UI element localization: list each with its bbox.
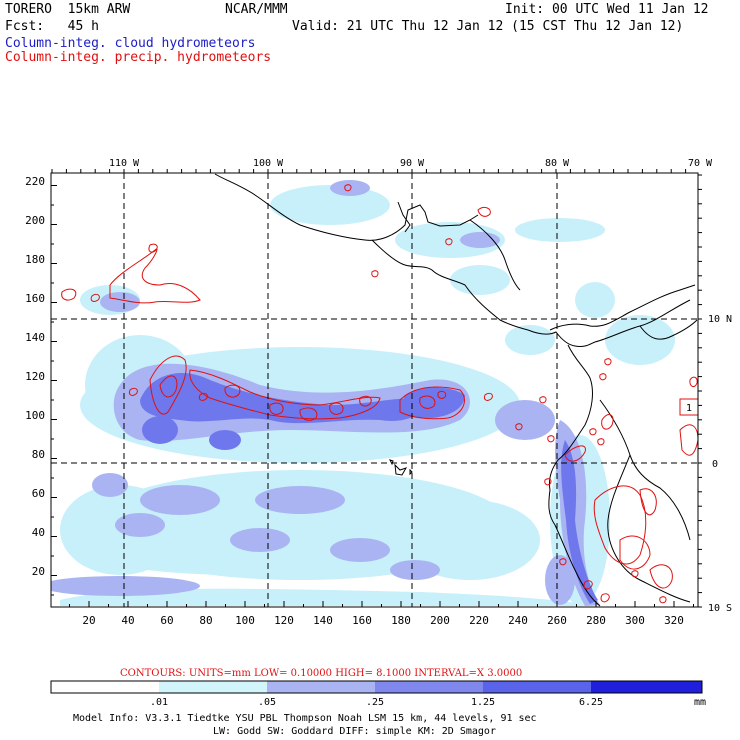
colorbar-tick-1: .05 [258,697,276,708]
y-tick-40: 40 [32,526,45,539]
cloud-dark-shading [140,372,598,604]
y-tick-80: 80 [32,448,45,461]
lon-label-100w: 100 W [253,158,284,169]
colorbar-bin-1 [159,681,267,693]
y-tick-100: 100 [25,409,45,422]
x-tick-20: 20 [82,614,95,627]
field-cloud-label: Column-integ. cloud hydrometeors [5,36,256,51]
model-info-line2: LW: Godd SW: Goddard DIFF: simple KM: 2D… [213,726,496,737]
x-tick-300: 300 [625,614,645,627]
coastline [214,173,698,607]
model-title: TORERO 15km ARW [5,2,131,17]
x-tick-220: 220 [469,614,489,627]
y-tick-200: 200 [25,214,45,227]
colorbar-tick-0: .01 [150,697,168,708]
x-tick-60: 60 [160,614,173,627]
init-time: Init: 00 UTC Wed 11 Jan 12 [505,2,709,17]
x-tick-260: 260 [547,614,567,627]
axis-ticks [51,169,702,608]
x-tick-100: 100 [235,614,255,627]
colorbar-units: mm [694,697,706,708]
lat-label-0: 0 [712,459,718,470]
field-precip-label: Column-integ. precip. hydrometeors [5,50,272,65]
x-tick-160: 160 [352,614,372,627]
y-tick-20: 20 [32,565,45,578]
x-tick-140: 140 [313,614,333,627]
contours-info: CONTOURS: UNITS=mm LOW= 0.10000 HIGH= 8.… [120,668,522,679]
forecast-hour: Fcst: 45 h [5,19,99,34]
y-tick-160: 160 [25,292,45,305]
model-info-line1: Model Info: V3.3.1 Tiedtke YSU PBL Thomp… [73,713,537,724]
x-tick-320: 320 [664,614,684,627]
x-tick-180: 180 [391,614,411,627]
x-tick-200: 200 [430,614,450,627]
x-tick-80: 80 [199,614,212,627]
lat-label-10s: 10 S [708,603,732,614]
colorbar-bin-0 [51,681,159,693]
y-tick-220: 220 [25,175,45,188]
lon-label-80w: 80 W [545,158,570,169]
colorbar-bin-5 [591,681,702,693]
lon-label-90w: 90 W [400,158,425,169]
colorbar-bin-4 [483,681,591,693]
colorbar-frame [50,680,703,694]
latlon-grid [51,173,698,607]
colorbar-bin-3 [375,681,483,693]
org-label: NCAR/MMM [225,2,288,17]
lon-label-110w: 110 W [109,158,140,169]
map-frame [50,172,699,608]
x-tick-240: 240 [508,614,528,627]
hydrometeor-fill [51,180,675,606]
x-tick-120: 120 [274,614,294,627]
colorbar-tick-3: 1.25 [471,697,495,708]
y-tick-120: 120 [25,370,45,383]
colorbar-tick-2: .25 [366,697,384,708]
x-tick-280: 280 [586,614,606,627]
y-tick-140: 140 [25,331,45,344]
colorbar-tick-4: 6.25 [579,697,603,708]
y-tick-60: 60 [32,487,45,500]
x-tick-40: 40 [121,614,134,627]
colorbar-bin-2 [267,681,375,693]
contour-label-text: 1 [686,403,692,414]
lat-label-10n: 10 N [708,314,732,325]
lon-label-70w: 70 W [688,158,713,169]
y-tick-180: 180 [25,253,45,266]
colorbar: .01 .05 .25 1.25 6.25 mm [50,680,706,708]
precip-contours [61,184,698,604]
valid-time: Valid: 21 UTC Thu 12 Jan 12 (15 CST Thu … [292,19,684,34]
